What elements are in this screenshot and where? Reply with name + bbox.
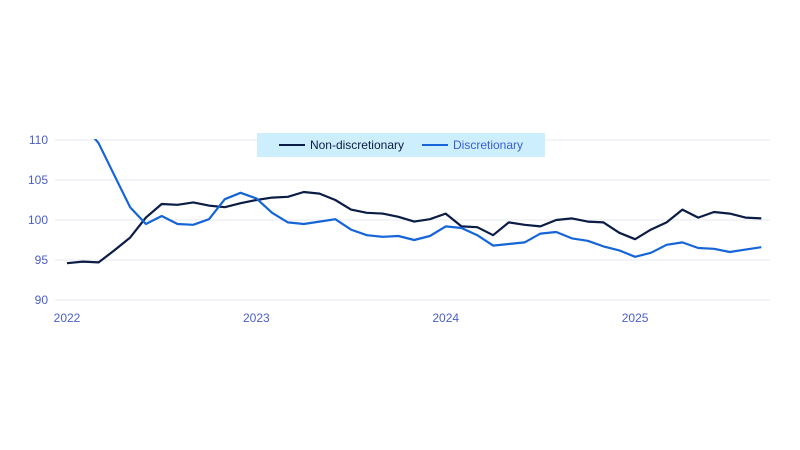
legend: Non-discretionary Discretionary [257, 133, 545, 157]
y-tick-label: 105 [28, 173, 48, 187]
legend-label-discretionary: Discretionary [453, 138, 524, 152]
x-tick-label: 2023 [243, 311, 270, 325]
series-line-discretionary [93, 139, 762, 258]
legend-item-discretionary: Discretionary [422, 138, 523, 152]
y-tick-label: 100 [28, 213, 48, 227]
legend-swatch-discretionary [422, 144, 448, 146]
legend-item-non-discretionary: Non-discretionary [278, 138, 404, 152]
x-tick-label: 2025 [622, 311, 649, 325]
x-tick-label: 2024 [432, 311, 459, 325]
legend-label-non-discretionary: Non-discretionary [309, 138, 404, 152]
y-tick-label: 90 [35, 293, 49, 307]
series-line-non-discretionary [66, 190, 762, 265]
x-tick-label: 2022 [54, 311, 81, 325]
y-tick-label: 110 [29, 133, 48, 147]
y-tick-label: 95 [35, 253, 49, 267]
legend-swatch-non-discretionary [278, 144, 305, 146]
